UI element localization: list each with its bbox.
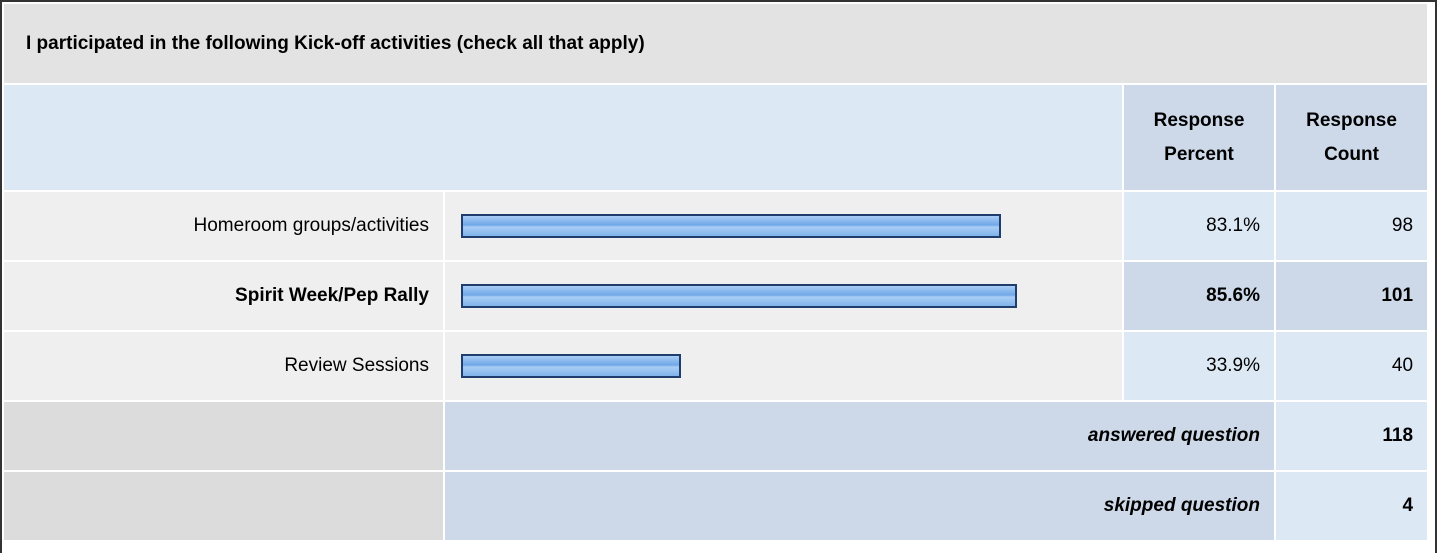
percent-bar [461, 354, 682, 378]
response-count: 98 [1273, 190, 1430, 262]
percent-bar [461, 284, 1018, 308]
skipped-label: skipped question [443, 470, 1276, 542]
survey-table: I participated in the following Kick-off… [1, 2, 1430, 542]
response-percent: 83.1% [1122, 190, 1276, 262]
answer-row: Spirit Week/Pep Rally 85.6% 101 [2, 260, 1430, 332]
column-header-text: Response Percent [1153, 109, 1245, 165]
summary-blank [2, 400, 445, 472]
column-header-text: Response Count [1306, 109, 1397, 165]
question-title: I participated in the following Kick-off… [1, 2, 1430, 85]
response-count: 101 [1273, 260, 1430, 332]
answer-label: Review Sessions [2, 330, 445, 402]
skipped-row: skipped question 4 [2, 470, 1430, 542]
answer-row: Review Sessions 33.9% 40 [2, 330, 1430, 402]
percent-bar [461, 214, 1002, 238]
header-blank [2, 83, 1124, 192]
summary-blank [2, 470, 445, 542]
answered-value: 118 [1273, 400, 1430, 472]
skipped-value: 4 [1273, 470, 1430, 542]
answered-label: answered question [443, 400, 1276, 472]
bar-cell [443, 330, 1124, 402]
column-header: Response Count [1273, 83, 1430, 192]
answer-label: Homeroom groups/activities [2, 190, 445, 262]
title-row: I participated in the following Kick-off… [1, 2, 1430, 85]
header-row: Response Percent Response Count [2, 83, 1430, 192]
answer-label: Spirit Week/Pep Rally [2, 260, 445, 332]
response-percent: 85.6% [1122, 260, 1276, 332]
bar-cell [443, 190, 1124, 262]
response-percent: 33.9% [1122, 330, 1276, 402]
column-header: Response Percent [1122, 83, 1276, 192]
answer-row: Homeroom groups/activities 83.1% 98 [2, 190, 1430, 262]
response-count: 40 [1273, 330, 1430, 402]
answered-row: answered question 118 [2, 400, 1430, 472]
bar-cell [443, 260, 1124, 332]
